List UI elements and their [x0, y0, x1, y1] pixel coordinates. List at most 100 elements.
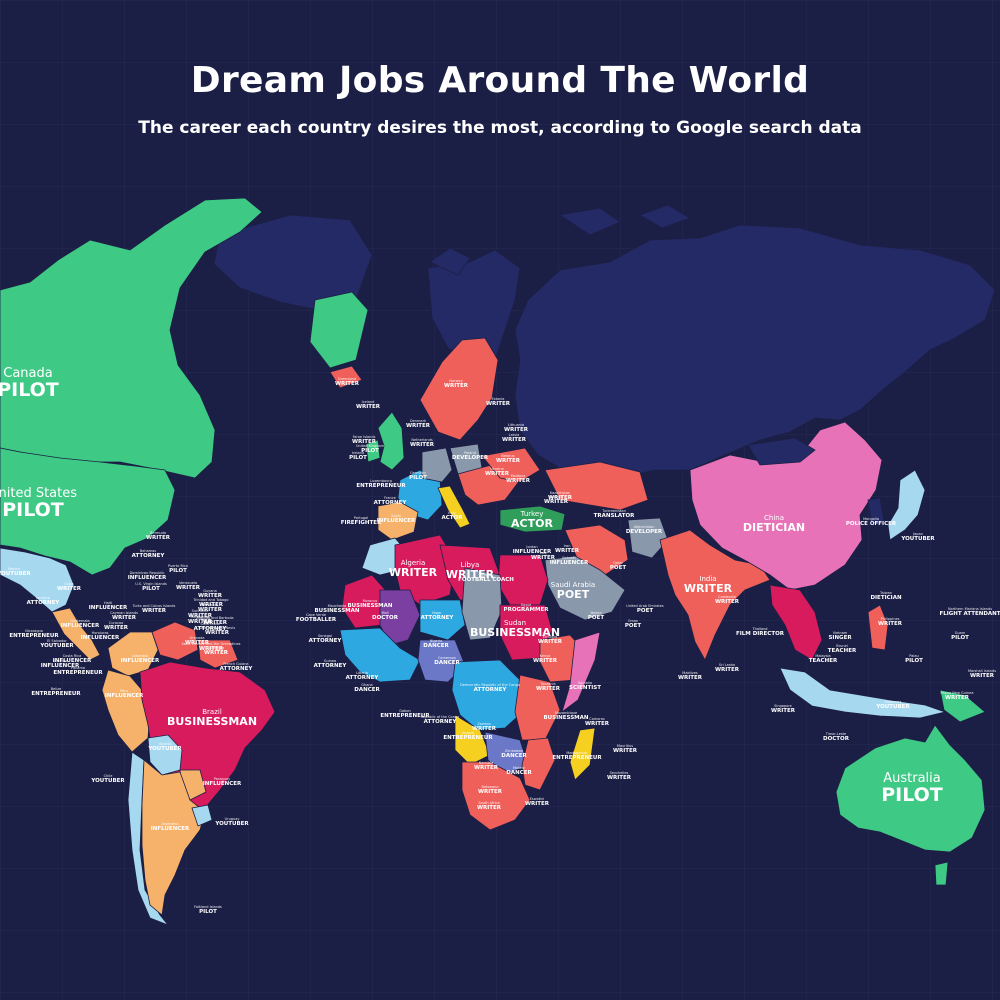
country-name: Sri Lanka [718, 663, 736, 667]
label-liberia: Liberia ATTORNEY [346, 671, 379, 681]
dream-job: PILOT [881, 783, 943, 806]
dream-job: INFLUENCER [376, 517, 416, 524]
dream-job: DOCTOR [372, 614, 398, 621]
country-name: Saint Kitts and Nevis [198, 626, 236, 630]
country-name: Faroe Islands [352, 435, 376, 439]
dream-job: BUSINESSMAN [469, 626, 561, 640]
country-chad [461, 567, 503, 641]
label-luxembourg: Luxembourg ENTREPRENEUR [356, 479, 405, 489]
label-singapore: Singapore WRITER [771, 704, 795, 714]
label-italy: Italy ACTOR [442, 511, 463, 521]
dream-job: PILOT [169, 567, 187, 574]
label-frenchguiana: French Guiana ATTORNEY [220, 662, 253, 672]
country-name: Guatemala [70, 619, 90, 623]
dream-job: POET [624, 622, 642, 629]
label-ghana: Ghana DANCER [354, 683, 379, 693]
country-turkey [499, 505, 566, 533]
label-turks: Turks and Caicos Islands WRITER [133, 604, 176, 614]
dream-job: WRITER [56, 585, 82, 592]
dream-job: ENTREPRENEUR [9, 632, 59, 639]
dream-job: WRITER [547, 494, 573, 501]
dream-job: WRITER [503, 426, 529, 433]
label-belarus: Belarus WRITER [496, 454, 520, 464]
dream-job: WRITER [184, 639, 210, 646]
country-ireland [365, 439, 381, 463]
label-chad: Chad FOOTBALL COACH [458, 573, 514, 583]
label-timor: Timor-Leste DOCTOR [823, 732, 849, 742]
country-name: Montserrat [190, 615, 210, 619]
country-mexico [0, 547, 75, 613]
dream-job: ENTREPRENEUR [552, 754, 602, 761]
label-eswatini: Eswatini WRITER [525, 797, 549, 807]
dream-job: ATTORNEY [131, 552, 165, 559]
dream-job: WRITER [969, 672, 995, 679]
country-name: Latvia [508, 433, 520, 437]
country-name: Tanzania [540, 682, 556, 686]
dream-job: WRITER [537, 638, 563, 645]
dream-job: WRITER [388, 566, 438, 580]
country-name: United Arab Emirates [626, 604, 664, 608]
country-name: Somalia [577, 681, 593, 685]
country-name: Portugal [353, 516, 369, 520]
label-qatar: Qatar POET [609, 561, 627, 571]
country-name: Colombia [131, 654, 149, 658]
label-japan: Japan YOUTUBER [901, 532, 934, 542]
dream-job: WRITER [334, 380, 360, 387]
label-moldova: Moldova WRITER [506, 474, 530, 484]
label-france: France ATTORNEY [374, 496, 407, 506]
country-name: Eswatini [529, 797, 545, 801]
country-name: Jamaica [36, 596, 50, 600]
dream-job: PILOT [409, 474, 427, 481]
country-india [659, 529, 771, 661]
dream-job: YOUTUBER [40, 642, 74, 649]
label-dominicanrep: Dominican Republic INFLUENCER [128, 571, 167, 581]
dream-job: POLICE OFFICER [845, 520, 897, 527]
dream-job: FLIGHT ATTENDANT [939, 610, 1000, 617]
country-name: Timor-Leste [825, 732, 847, 736]
dream-job: POET [609, 564, 627, 571]
country-name: Italy [448, 511, 456, 515]
country-colombia [107, 631, 159, 677]
country-name: Suriname [191, 609, 209, 613]
dream-job: ATTORNEY [313, 662, 347, 669]
country-name: Indonesia [884, 700, 902, 704]
country-name: France [384, 496, 396, 500]
label-malawi: Malawi DANCER [506, 766, 531, 776]
country-name: Ukraine [490, 467, 504, 471]
label-india: India WRITER [684, 575, 732, 595]
label-oman: Oman POET [624, 619, 642, 629]
country-name: Guinea [323, 659, 337, 663]
label-puertorico: Puerto Rico PILOT [168, 564, 188, 574]
label-png: Papua New Guinea WRITER [941, 691, 974, 701]
label-spain: Spain INFLUENCER [376, 514, 416, 524]
dream-job: ENTREPRENEUR [53, 669, 103, 676]
country-name: Bolivia [159, 742, 171, 746]
country-name: India [699, 575, 717, 583]
country-name: Ethiopia [542, 635, 558, 639]
label-stvincent: Saint Vincent and the Grenadines WRITER [182, 642, 241, 652]
country-name: Egypt [520, 603, 532, 607]
country-australia [835, 724, 986, 853]
country-papua-new-guinea [939, 689, 986, 723]
label-barbados: Barbados WRITER [198, 603, 222, 613]
country-dem-rep-congo [451, 659, 526, 731]
dream-job: INFLUENCER [88, 604, 128, 611]
country-name: Honduras [91, 631, 109, 635]
country-name: Cuba [64, 582, 74, 586]
country-russia [514, 224, 996, 479]
label-nmariana: Northern Mariana Islands FLIGHT ATTENDANT [939, 607, 1000, 617]
dream-job: INFLUENCER [549, 559, 589, 566]
dream-job: DIETICIAN [870, 594, 902, 601]
country-name: Antigua and Barbuda [196, 616, 234, 620]
map-title: Dream Jobs Around The World [190, 60, 810, 101]
label-canada: Canada PILOT [0, 367, 59, 401]
dream-job: WRITER [606, 774, 632, 781]
label-bolivia: Bolivia YOUTUBER [148, 742, 181, 752]
dream-job: ENTREPRENEUR [380, 712, 430, 719]
dream-job: ATTORNEY [473, 686, 507, 693]
label-costarica: Costa Rica INFLUENCER [53, 654, 92, 664]
label-senegal: Senegal ATTORNEY [309, 634, 342, 644]
dream-job: WRITER [484, 470, 510, 477]
